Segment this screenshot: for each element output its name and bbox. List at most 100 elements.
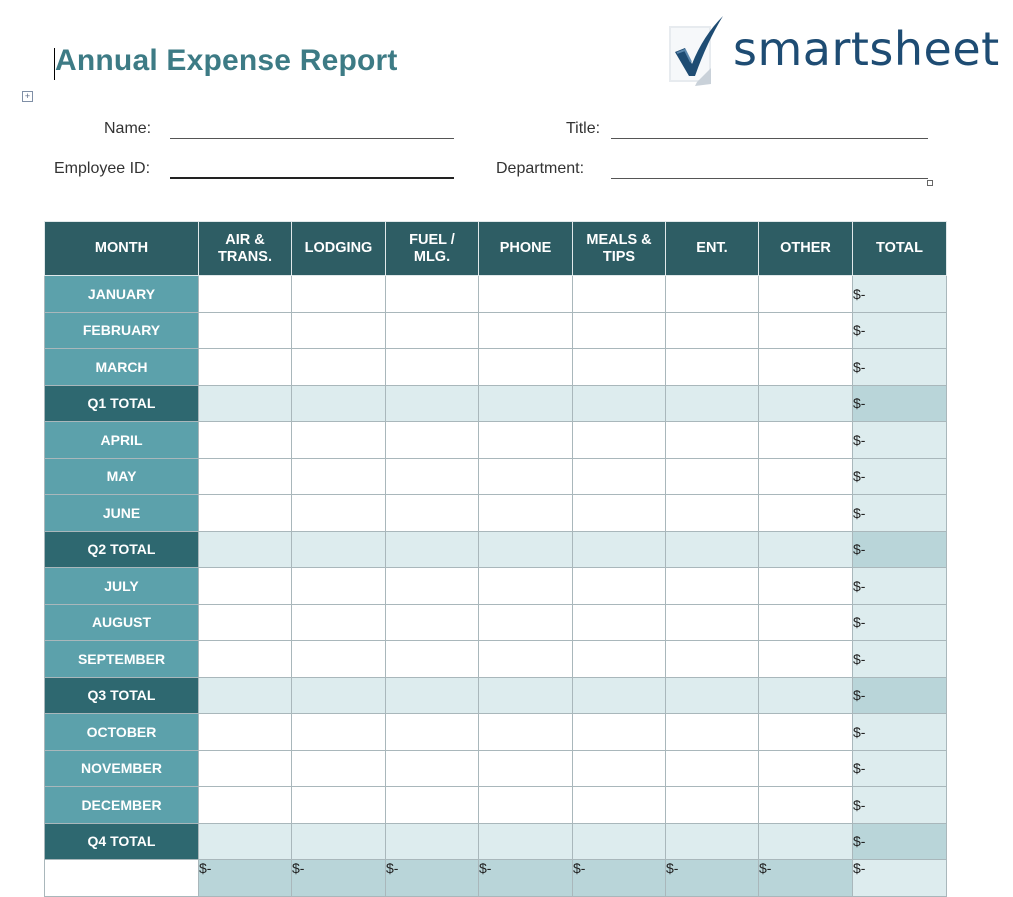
expense-cell-phone[interactable]: [478, 494, 573, 532]
expense-cell-other[interactable]: [758, 530, 853, 568]
title-field[interactable]: [611, 138, 928, 139]
expense-cell-other[interactable]: [758, 603, 853, 641]
expense-cell-fuel-mlg[interactable]: [385, 567, 479, 605]
expense-cell-fuel-mlg[interactable]: [385, 749, 479, 787]
expense-cell-lodging[interactable]: [291, 384, 386, 422]
expense-cell-other[interactable]: [758, 786, 853, 824]
expense-cell-lodging[interactable]: [291, 822, 386, 860]
expense-cell-other[interactable]: [758, 676, 853, 714]
expense-cell-lodging[interactable]: [291, 494, 386, 532]
expense-cell-meals-tips[interactable]: [572, 421, 666, 459]
expense-cell-lodging[interactable]: [291, 311, 386, 349]
expense-cell-fuel-mlg[interactable]: [385, 786, 479, 824]
expense-cell-air-trans[interactable]: [198, 822, 292, 860]
expense-cell-other[interactable]: [758, 275, 853, 313]
expense-cell-air-trans[interactable]: [198, 603, 292, 641]
expense-cell-lodging[interactable]: [291, 713, 386, 751]
expense-cell-air-trans[interactable]: [198, 384, 292, 422]
expense-cell-air-trans[interactable]: [198, 311, 292, 349]
expense-cell-phone[interactable]: [478, 713, 573, 751]
expense-cell-other[interactable]: [758, 567, 853, 605]
expense-cell-phone[interactable]: [478, 530, 573, 568]
expense-cell-phone[interactable]: [478, 457, 573, 495]
expense-cell-fuel-mlg[interactable]: [385, 421, 479, 459]
expense-cell-phone[interactable]: [478, 311, 573, 349]
expense-cell-air-trans[interactable]: [198, 640, 292, 678]
expense-cell-phone[interactable]: [478, 348, 573, 386]
expense-cell-lodging[interactable]: [291, 530, 386, 568]
name-field[interactable]: [170, 138, 454, 139]
expense-cell-meals-tips[interactable]: [572, 567, 666, 605]
expense-cell-ent[interactable]: [665, 457, 759, 495]
expense-cell-air-trans[interactable]: [198, 348, 292, 386]
expense-cell-meals-tips[interactable]: [572, 713, 666, 751]
expense-cell-fuel-mlg[interactable]: [385, 530, 479, 568]
expense-cell-phone[interactable]: [478, 421, 573, 459]
expense-cell-meals-tips[interactable]: [572, 786, 666, 824]
expense-cell-air-trans[interactable]: [198, 275, 292, 313]
move-icon[interactable]: +: [22, 91, 33, 102]
expense-cell-ent[interactable]: [665, 530, 759, 568]
expense-cell-ent[interactable]: [665, 786, 759, 824]
expense-cell-fuel-mlg[interactable]: [385, 457, 479, 495]
expense-cell-lodging[interactable]: [291, 786, 386, 824]
expense-cell-phone[interactable]: [478, 603, 573, 641]
expense-cell-lodging[interactable]: [291, 457, 386, 495]
expense-cell-air-trans[interactable]: [198, 676, 292, 714]
expense-cell-fuel-mlg[interactable]: [385, 384, 479, 422]
expense-cell-lodging[interactable]: [291, 348, 386, 386]
expense-cell-air-trans[interactable]: [198, 567, 292, 605]
expense-cell-air-trans[interactable]: [198, 494, 292, 532]
expense-cell-lodging[interactable]: [291, 421, 386, 459]
expense-cell-lodging[interactable]: [291, 676, 386, 714]
expense-cell-air-trans[interactable]: [198, 713, 292, 751]
expense-cell-ent[interactable]: [665, 676, 759, 714]
expense-cell-fuel-mlg[interactable]: [385, 713, 479, 751]
expense-cell-air-trans[interactable]: [198, 457, 292, 495]
expense-cell-fuel-mlg[interactable]: [385, 348, 479, 386]
expense-cell-meals-tips[interactable]: [572, 311, 666, 349]
expense-cell-fuel-mlg[interactable]: [385, 603, 479, 641]
expense-cell-phone[interactable]: [478, 676, 573, 714]
expense-cell-lodging[interactable]: [291, 275, 386, 313]
expense-cell-ent[interactable]: [665, 421, 759, 459]
expense-cell-fuel-mlg[interactable]: [385, 275, 479, 313]
department-field[interactable]: [611, 178, 928, 179]
expense-cell-ent[interactable]: [665, 713, 759, 751]
expense-cell-other[interactable]: [758, 384, 853, 422]
expense-cell-ent[interactable]: [665, 822, 759, 860]
expense-cell-phone[interactable]: [478, 384, 573, 422]
expense-cell-ent[interactable]: [665, 348, 759, 386]
expense-cell-phone[interactable]: [478, 822, 573, 860]
expense-cell-other[interactable]: [758, 749, 853, 787]
expense-cell-meals-tips[interactable]: [572, 457, 666, 495]
expense-cell-other[interactable]: [758, 421, 853, 459]
expense-cell-ent[interactable]: [665, 311, 759, 349]
expense-cell-phone[interactable]: [478, 275, 573, 313]
expense-cell-meals-tips[interactable]: [572, 275, 666, 313]
expense-cell-fuel-mlg[interactable]: [385, 494, 479, 532]
expense-cell-phone[interactable]: [478, 640, 573, 678]
expense-cell-meals-tips[interactable]: [572, 494, 666, 532]
expense-cell-ent[interactable]: [665, 603, 759, 641]
expense-cell-lodging[interactable]: [291, 749, 386, 787]
expense-cell-air-trans[interactable]: [198, 749, 292, 787]
expense-cell-meals-tips[interactable]: [572, 676, 666, 714]
expense-cell-fuel-mlg[interactable]: [385, 640, 479, 678]
expense-cell-ent[interactable]: [665, 749, 759, 787]
expense-cell-lodging[interactable]: [291, 603, 386, 641]
expense-cell-ent[interactable]: [665, 275, 759, 313]
expense-cell-phone[interactable]: [478, 749, 573, 787]
expense-cell-meals-tips[interactable]: [572, 749, 666, 787]
expense-cell-other[interactable]: [758, 457, 853, 495]
expense-cell-meals-tips[interactable]: [572, 348, 666, 386]
expense-cell-ent[interactable]: [665, 640, 759, 678]
expense-cell-lodging[interactable]: [291, 640, 386, 678]
expense-cell-fuel-mlg[interactable]: [385, 311, 479, 349]
expense-cell-other[interactable]: [758, 494, 853, 532]
expense-cell-other[interactable]: [758, 348, 853, 386]
expense-cell-fuel-mlg[interactable]: [385, 822, 479, 860]
expense-cell-other[interactable]: [758, 640, 853, 678]
expense-cell-meals-tips[interactable]: [572, 640, 666, 678]
expense-cell-other[interactable]: [758, 822, 853, 860]
